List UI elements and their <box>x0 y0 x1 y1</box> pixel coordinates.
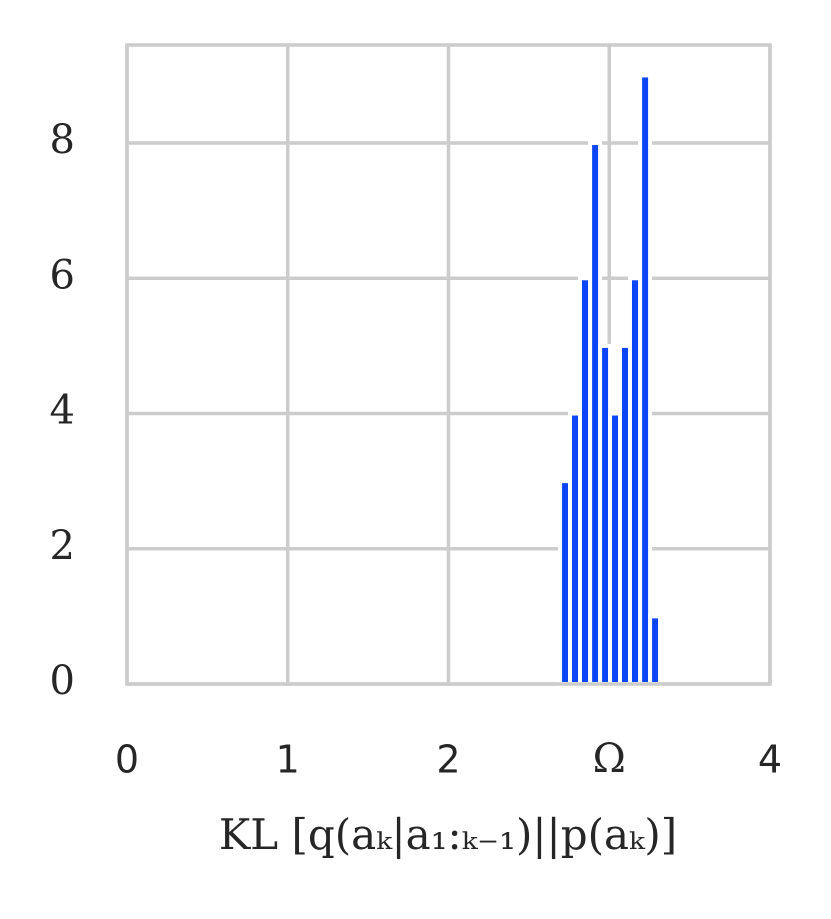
x-tick-label: 4 <box>758 738 782 782</box>
x-tick-label: 1 <box>276 738 300 782</box>
x-tick-label: 2 <box>436 738 460 782</box>
y-tick-label: 4 <box>50 388 75 434</box>
y-tick-label: 6 <box>50 252 75 298</box>
y-tick-label: 2 <box>50 523 75 569</box>
y-tick-label: 8 <box>50 117 75 163</box>
x-tick-label: 0 <box>115 738 139 782</box>
bar <box>638 73 653 686</box>
x-tick-label: Ω <box>593 736 626 782</box>
bar <box>648 614 663 687</box>
frame <box>125 43 772 686</box>
x-axis-label: KL [q(aₖ|a₁:ₖ₋₁)||p(aₖ)] <box>219 810 677 859</box>
y-tick-label: 0 <box>50 658 75 704</box>
